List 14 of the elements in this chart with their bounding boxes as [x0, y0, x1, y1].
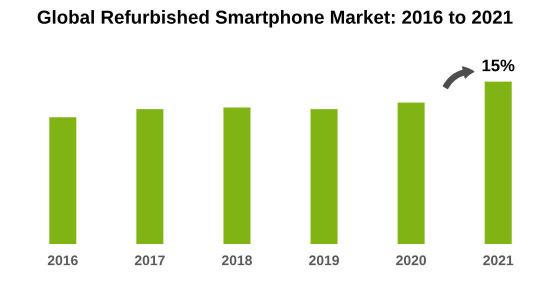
x-tick-label: 2021: [483, 255, 514, 266]
bar: [398, 102, 425, 244]
x-tick-label: 2016: [48, 255, 78, 266]
bar: [49, 117, 76, 244]
x-tick-label: 2017: [134, 255, 165, 266]
x-tick-label: 2018: [222, 255, 252, 266]
x-tick-label: 2019: [309, 255, 339, 266]
bar: [223, 108, 250, 244]
bar: [484, 82, 512, 244]
x-tick-label: 2020: [396, 255, 426, 266]
chart-title: Global Refurbished Smartphone Market: 2016 to 2021: [38, 10, 513, 28]
annotation: 15%: [482, 60, 514, 72]
bar: [310, 109, 338, 244]
bar: [136, 109, 164, 244]
